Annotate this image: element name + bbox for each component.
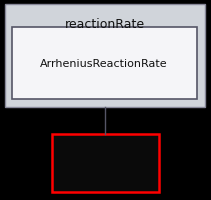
Bar: [52, 134, 159, 192]
Bar: [12, 28, 197, 100]
Text: reactionRate: reactionRate: [65, 18, 145, 31]
Text: ArrheniusReactionRate: ArrheniusReactionRate: [40, 59, 168, 69]
Bar: [5, 5, 205, 107]
